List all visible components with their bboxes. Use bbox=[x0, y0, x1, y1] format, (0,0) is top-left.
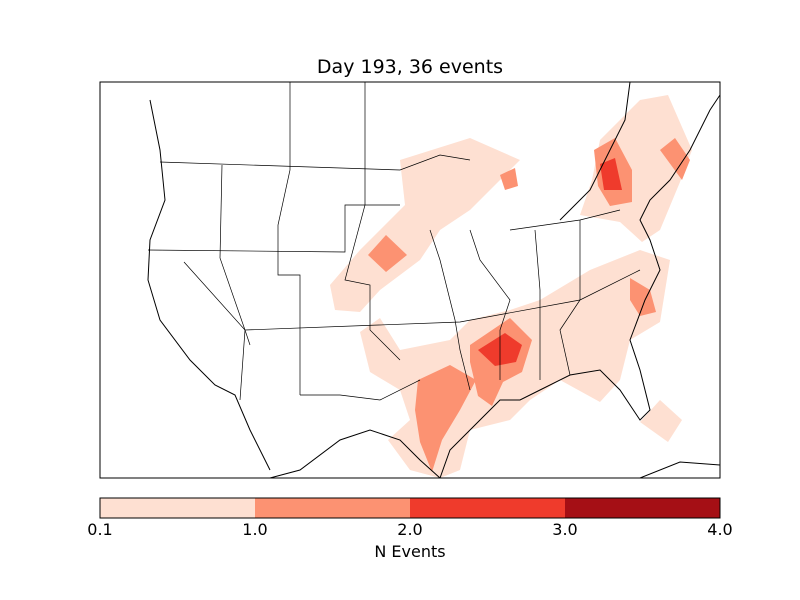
colorbar-segment-1 bbox=[255, 498, 410, 518]
colorbar bbox=[100, 498, 720, 518]
colorbar-tick-4: 4.0 bbox=[707, 520, 733, 539]
contour-nebraska bbox=[368, 235, 407, 272]
level-2-contours bbox=[368, 138, 690, 472]
colorbar-tick-2: 2.0 bbox=[397, 520, 423, 539]
colorbar-label: N Events bbox=[374, 542, 446, 561]
map-title: Day 193, 36 events bbox=[316, 56, 504, 78]
coastlines bbox=[147, 82, 720, 478]
colorbar-tick-3: 3.0 bbox=[552, 520, 578, 539]
colorbar-segment-2 bbox=[410, 498, 565, 518]
contour-northeast bbox=[580, 95, 692, 242]
contour-plains bbox=[330, 138, 520, 312]
colorbar-tick-1: 1.0 bbox=[242, 520, 268, 539]
map-frame bbox=[99, 81, 721, 479]
colorbar-segment-3 bbox=[565, 498, 720, 518]
colorbar-tick-0: 0.1 bbox=[87, 520, 113, 539]
colorbar-segment-0 bbox=[100, 498, 255, 518]
colorbar-frame bbox=[99, 497, 721, 519]
contour-texas bbox=[415, 365, 476, 472]
contour-michigan bbox=[500, 168, 518, 190]
contour-maine bbox=[660, 138, 690, 180]
state-borders bbox=[147, 82, 641, 401]
contour-florida bbox=[640, 400, 682, 442]
contour-ny-core bbox=[600, 158, 622, 190]
contour-nc bbox=[630, 278, 656, 316]
